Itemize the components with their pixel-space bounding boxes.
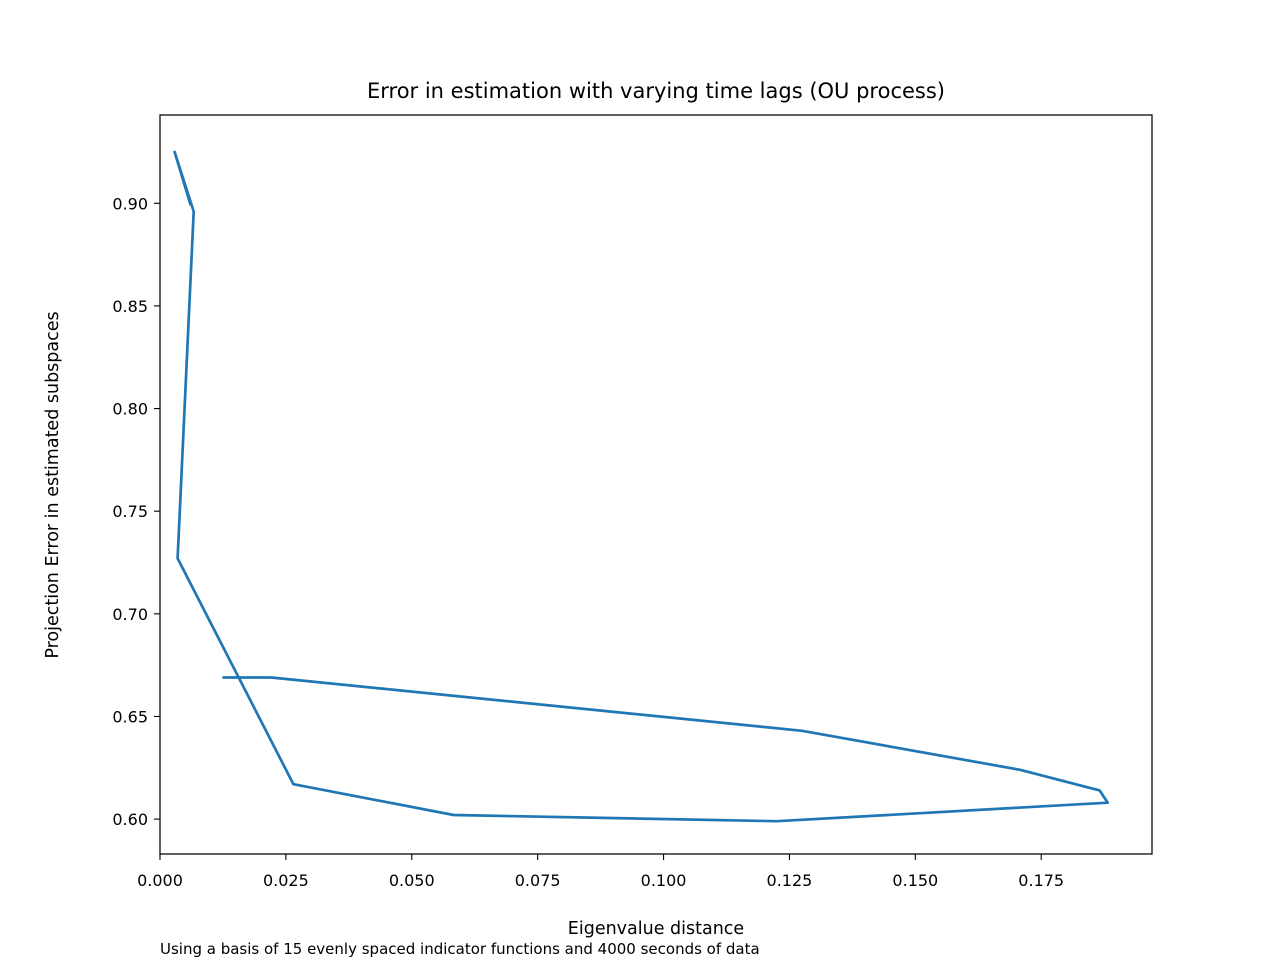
plot-area: [173, 150, 1110, 823]
figure-caption: Using a basis of 15 evenly spaced indica…: [160, 940, 760, 958]
y-tick-label: 0.80: [112, 400, 148, 419]
x-tick-label: 0.000: [137, 871, 183, 890]
plot-frame: [159, 114, 1153, 855]
chart-title: Error in estimation with varying time la…: [367, 79, 945, 103]
y-tick-label: 0.60: [112, 810, 148, 829]
x-tick-label: 0.025: [263, 871, 309, 890]
y-tick-label: 0.75: [112, 502, 148, 521]
x-tick-label: 0.050: [389, 871, 435, 890]
x-tick-label: 0.150: [892, 871, 938, 890]
x-tick-label: 0.100: [641, 871, 687, 890]
y-axis-label: Projection Error in estimated subspaces: [43, 311, 63, 658]
y-tick-label: 0.85: [112, 297, 148, 316]
x-tick-label: 0.125: [767, 871, 813, 890]
x-axis: 0.000 0.025 0.050 0.075 0.100 0.125 0.150 0.175: [137, 854, 1064, 890]
y-axis: 0.60 0.65 0.70 0.75 0.80 0.85 0.90: [112, 194, 160, 829]
x-axis-label: Eigenvalue distance: [568, 919, 744, 939]
y-tick-label: 0.65: [112, 707, 148, 726]
x-tick-label: 0.175: [1018, 871, 1064, 890]
y-tick-label: 0.70: [112, 605, 148, 624]
series-line-1: [173, 150, 1110, 823]
y-tick-label: 0.90: [112, 194, 148, 213]
x-tick-label: 0.075: [515, 871, 561, 890]
